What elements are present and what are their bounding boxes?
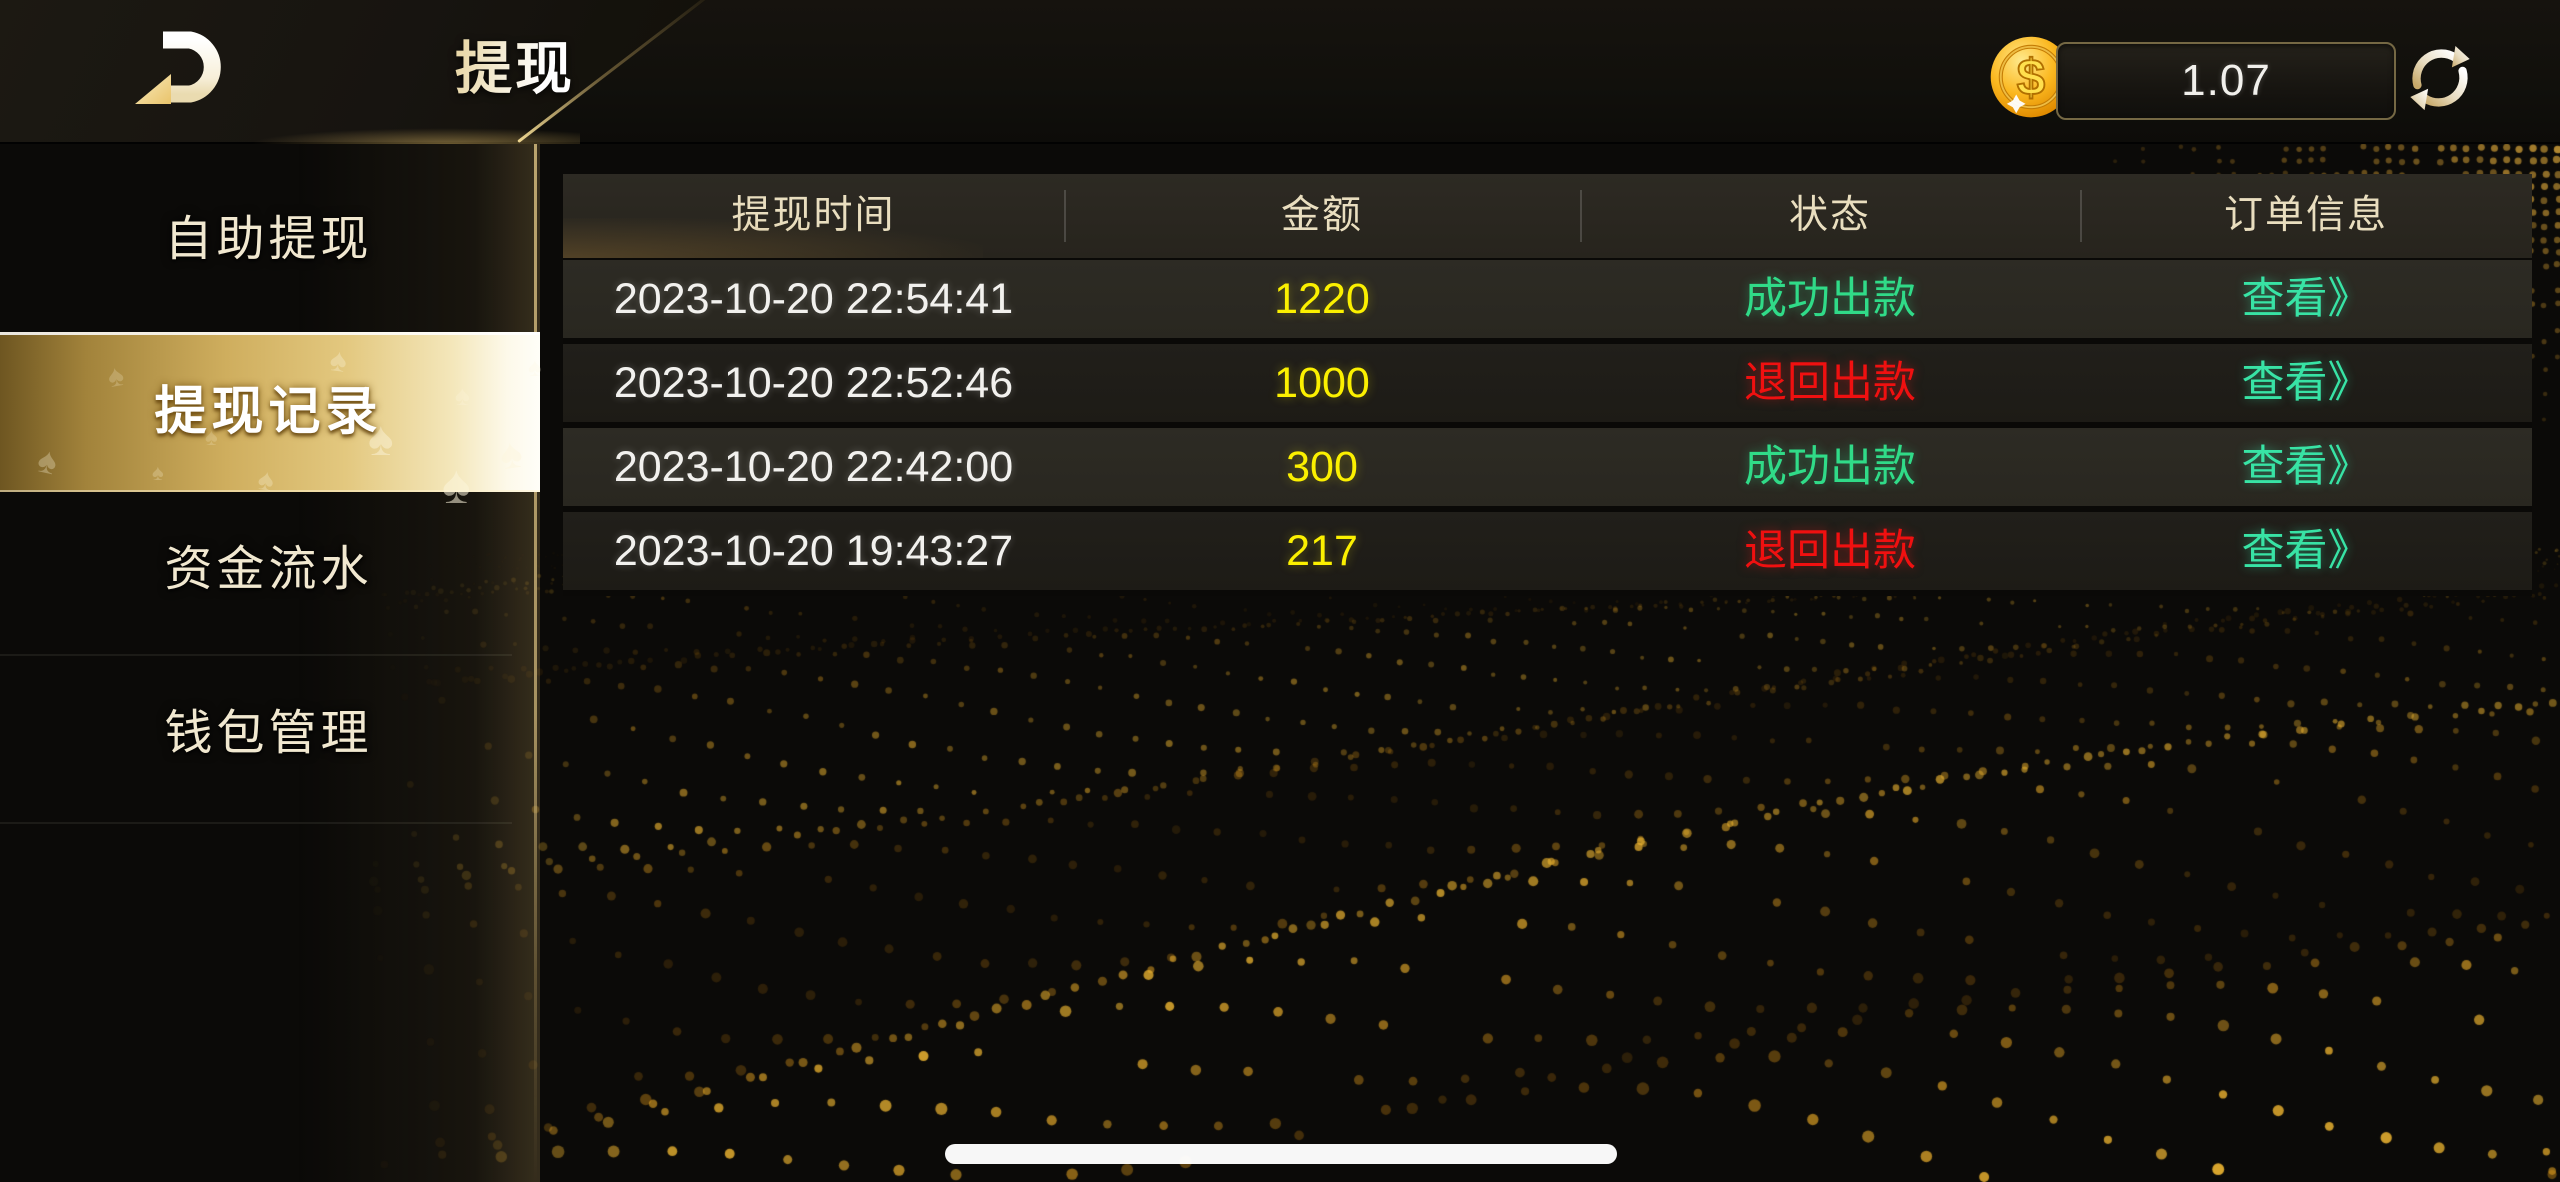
balance-field[interactable]: 1.07 bbox=[2056, 42, 2396, 120]
cell-amount: 300 bbox=[1286, 443, 1358, 491]
table-row: 2023-10-20 22:54:41 1220 成功出款 查看》 bbox=[563, 260, 2532, 338]
cell-status: 成功出款 bbox=[1744, 443, 1916, 491]
refresh-icon[interactable] bbox=[2402, 40, 2478, 116]
plate-glow bbox=[250, 128, 580, 144]
cell-status: 退回出款 bbox=[1744, 359, 1916, 407]
view-details-link[interactable]: 查看》 bbox=[2241, 275, 2371, 323]
table-row: 2023-10-20 22:52:46 1000 退回出款 查看》 bbox=[563, 344, 2532, 422]
table-row: 2023-10-20 19:43:27 217 退回出款 查看》 bbox=[563, 512, 2532, 590]
view-details-link[interactable]: 查看》 bbox=[2241, 527, 2371, 575]
cell-withdraw-time: 2023-10-20 22:54:41 bbox=[613, 275, 1014, 323]
column-header-time: 提现时间 bbox=[731, 194, 896, 237]
cell-status: 成功出款 bbox=[1744, 275, 1916, 323]
sidebar-separator bbox=[0, 654, 512, 656]
header-divider bbox=[2080, 190, 2082, 242]
cell-withdraw-time: 2023-10-20 22:52:46 bbox=[613, 359, 1014, 407]
top-bar: 提现 $ 1.07 bbox=[0, 0, 2560, 144]
gold-dollar-coin-icon: $ bbox=[1990, 36, 2072, 118]
cell-status: 退回出款 bbox=[1744, 527, 1916, 575]
cell-amount: 1000 bbox=[1274, 359, 1370, 407]
d-swoosh-logo-icon bbox=[135, 31, 221, 104]
home-indicator-bar[interactable] bbox=[945, 1144, 1617, 1164]
sidebar-item[interactable]: 自助提现 bbox=[164, 213, 373, 266]
header-divider bbox=[1580, 190, 1582, 242]
sidebar-shade bbox=[0, 142, 540, 1182]
view-details-link[interactable]: 查看》 bbox=[2241, 359, 2371, 407]
sidebar-item-label: 提现记录 bbox=[154, 383, 383, 441]
column-header-order: 订单信息 bbox=[2223, 194, 2388, 237]
cell-withdraw-time: 2023-10-20 19:43:27 bbox=[613, 527, 1014, 575]
sidebar-item[interactable]: 资金流水 bbox=[164, 543, 373, 596]
sidebar-separator bbox=[0, 822, 512, 824]
sidebar-item[interactable]: 钱包管理 bbox=[164, 707, 373, 760]
logo-plate bbox=[0, 0, 706, 142]
sidebar-divider-line bbox=[534, 142, 537, 1182]
view-details-link[interactable]: 查看》 bbox=[2241, 443, 2371, 491]
cell-amount: 217 bbox=[1286, 527, 1358, 575]
header-divider bbox=[1064, 190, 1066, 242]
svg-text:$: $ bbox=[2017, 48, 2045, 105]
table-header-row: 提现时间 金额 状态 订单信息 bbox=[563, 174, 2532, 258]
page-title: 提现 bbox=[455, 0, 575, 142]
withdraw-records-table: 提现时间 金额 状态 订单信息 2023-10-20 22:54:41 1220 成… bbox=[563, 174, 2532, 596]
balance-value: 1.07 bbox=[2181, 56, 2271, 105]
table-row: 2023-10-20 22:42:00 300 成功出款 查看》 bbox=[563, 428, 2532, 506]
cell-withdraw-time: 2023-10-20 22:42:00 bbox=[613, 443, 1014, 491]
sidebar-item-withdraw-records-selected[interactable]: ♠ ♠ ♠ ♠ ♠ ♠ ♠ ♠ ♠ ♠ ♠ 提现记录 bbox=[0, 332, 542, 515]
cell-amount: 1220 bbox=[1274, 275, 1370, 323]
column-header-status: 状态 bbox=[1788, 194, 1871, 237]
column-header-amount: 金额 bbox=[1280, 194, 1363, 237]
sidebar: 自助提现 ♠ ♠ ♠ ♠ ♠ ♠ ♠ ♠ ♠ ♠ ♠ 提现记录资金流水钱包管理 bbox=[0, 142, 542, 1182]
